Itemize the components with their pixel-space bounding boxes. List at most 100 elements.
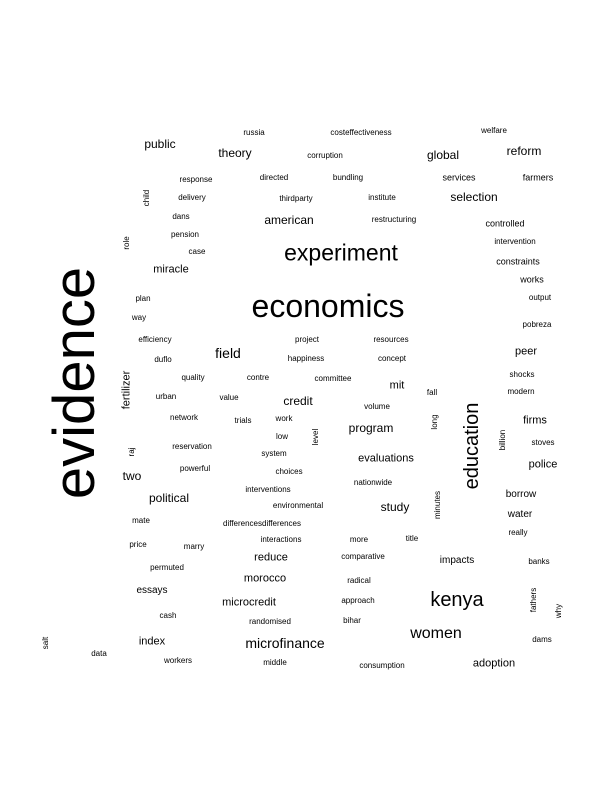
word-reduce: reduce: [254, 551, 288, 564]
word-experiment: experiment: [284, 239, 398, 266]
word-radical: radical: [347, 576, 371, 585]
word-happiness: happiness: [287, 354, 325, 363]
word-level: level: [311, 428, 320, 446]
word-banks: banks: [528, 557, 550, 566]
word-water: water: [507, 509, 533, 520]
word-program: program: [348, 421, 394, 435]
word-services: services: [442, 172, 476, 183]
word-comparative: comparative: [341, 552, 385, 561]
word-public: public: [144, 137, 176, 151]
word-project: project: [294, 335, 320, 344]
word-welfare: welfare: [481, 126, 507, 135]
word-microfinance: microfinance: [245, 635, 325, 651]
word-output: output: [528, 293, 552, 302]
word-credit: credit: [283, 394, 313, 408]
word-trials: trials: [234, 416, 252, 425]
word-economics: economics: [251, 288, 405, 324]
word-kenya: kenya: [430, 589, 484, 611]
word-microcredit: microcredit: [222, 596, 276, 609]
word-duflo: duflo: [154, 355, 172, 364]
word-field: field: [215, 345, 241, 361]
word-mit: mit: [389, 379, 405, 392]
word-fathers: fathers: [529, 587, 538, 613]
word-corruption: corruption: [307, 151, 343, 160]
word-borrow: borrow: [505, 489, 537, 500]
word-child: child: [142, 189, 151, 207]
word-delivery: delivery: [178, 193, 206, 202]
word-political: political: [148, 491, 190, 505]
word-volume: volume: [364, 402, 390, 411]
word-restructuring: restructuring: [371, 215, 417, 224]
word-value: value: [219, 393, 239, 402]
word-shocks: shocks: [509, 370, 535, 379]
word-approach: approach: [341, 596, 375, 605]
word-minutes: minutes: [433, 490, 442, 520]
word-pension: pension: [170, 230, 200, 239]
word-work: work: [275, 414, 293, 423]
word-interventions: interventions: [245, 485, 291, 494]
word-global: global: [426, 148, 460, 162]
word-reservation: reservation: [172, 442, 212, 451]
word-case: case: [188, 247, 206, 256]
word-stoves: stoves: [531, 438, 555, 447]
word-efficiency: efficiency: [138, 335, 172, 344]
word-role: role: [122, 236, 131, 250]
word-permuted: permuted: [150, 563, 184, 572]
word-fall: fall: [426, 388, 438, 397]
word-impacts: impacts: [439, 555, 475, 566]
word-police: police: [528, 458, 558, 471]
word-concept: concept: [377, 354, 407, 363]
word-study: study: [380, 500, 410, 514]
word-constraints: constraints: [496, 256, 540, 267]
word-selection: selection: [450, 190, 498, 204]
word-data: data: [91, 649, 107, 658]
word-thirdparty: thirdparty: [279, 194, 313, 203]
word-education: education: [461, 402, 483, 490]
word-miracle: miracle: [153, 263, 189, 276]
word-dams: dams: [532, 635, 552, 644]
word-index: index: [138, 635, 166, 648]
word-urban: urban: [155, 392, 177, 401]
word-costeffectiveness: costeffectiveness: [330, 128, 392, 137]
word-network: network: [169, 413, 199, 422]
word-works: works: [520, 274, 544, 285]
word-bihar: bihar: [343, 616, 361, 625]
word-cash: cash: [159, 611, 177, 620]
word-essays: essays: [136, 585, 168, 596]
word-title: title: [405, 534, 419, 543]
word-long: long: [430, 414, 439, 430]
word-middle: middle: [263, 658, 287, 667]
word-really: really: [508, 528, 528, 537]
word-evidence: evidence: [42, 266, 107, 500]
word-intervention: intervention: [494, 237, 536, 246]
word-environmental: environmental: [272, 501, 324, 510]
word-consumption: consumption: [359, 661, 405, 670]
word-powerful: powerful: [179, 464, 211, 473]
word-directed: directed: [259, 173, 289, 182]
word-adoption: adoption: [472, 657, 516, 670]
word-marry: marry: [183, 542, 205, 551]
word-raj: raj: [127, 447, 136, 457]
word-system: system: [261, 449, 287, 458]
word-bundling: bundling: [332, 173, 364, 182]
word-more: more: [349, 535, 369, 544]
word-women: women: [410, 625, 462, 642]
word-differencesdifferences: differencesdifferences: [223, 519, 301, 528]
word-quality: quality: [181, 373, 205, 382]
word-low: low: [275, 432, 289, 441]
word-price: price: [129, 540, 147, 549]
word-evaluations: evaluations: [358, 452, 414, 465]
word-reform: reform: [506, 144, 542, 158]
word-morocco: morocco: [243, 572, 287, 585]
word-american: american: [264, 213, 314, 227]
word-russia: russia: [243, 128, 265, 137]
word-committee: committee: [314, 374, 352, 383]
word-interactions: interactions: [260, 535, 302, 544]
word-workers: workers: [163, 656, 193, 665]
word-randomised: randomised: [249, 617, 291, 626]
word-pobreza: pobreza: [522, 320, 552, 329]
word-resources: resources: [373, 335, 409, 344]
word-response: response: [179, 175, 213, 184]
word-contre: contre: [246, 373, 270, 382]
